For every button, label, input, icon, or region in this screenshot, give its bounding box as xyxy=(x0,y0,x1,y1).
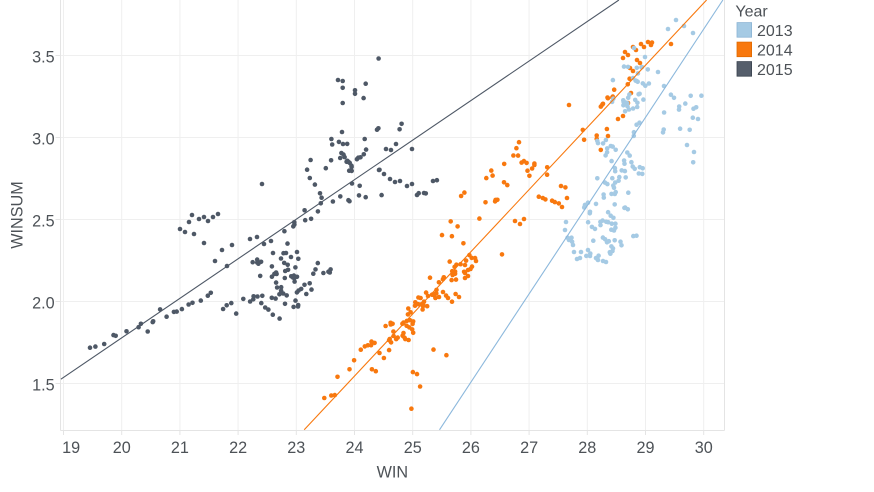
svg-text:2013: 2013 xyxy=(757,23,793,40)
svg-text:23: 23 xyxy=(287,439,305,457)
svg-text:24: 24 xyxy=(345,439,363,457)
svg-text:2.0: 2.0 xyxy=(32,294,55,312)
svg-text:3.5: 3.5 xyxy=(32,48,55,66)
svg-text:3.0: 3.0 xyxy=(32,130,55,148)
svg-text:WIN: WIN xyxy=(377,464,408,482)
svg-text:20: 20 xyxy=(113,439,131,457)
svg-text:22: 22 xyxy=(229,439,247,457)
svg-text:21: 21 xyxy=(171,439,189,457)
svg-text:26: 26 xyxy=(462,439,480,457)
svg-text:2.5: 2.5 xyxy=(32,212,55,230)
svg-text:1.5: 1.5 xyxy=(32,376,55,394)
svg-text:Year: Year xyxy=(735,3,768,20)
svg-text:28: 28 xyxy=(578,439,596,457)
svg-text:WINSUM: WINSUM xyxy=(9,181,27,248)
svg-text:27: 27 xyxy=(520,439,538,457)
svg-text:25: 25 xyxy=(404,439,422,457)
svg-text:29: 29 xyxy=(636,439,654,457)
svg-text:30: 30 xyxy=(695,439,713,457)
svg-text:19: 19 xyxy=(62,439,80,457)
svg-text:2015: 2015 xyxy=(757,62,793,79)
svg-text:2014: 2014 xyxy=(757,42,793,59)
